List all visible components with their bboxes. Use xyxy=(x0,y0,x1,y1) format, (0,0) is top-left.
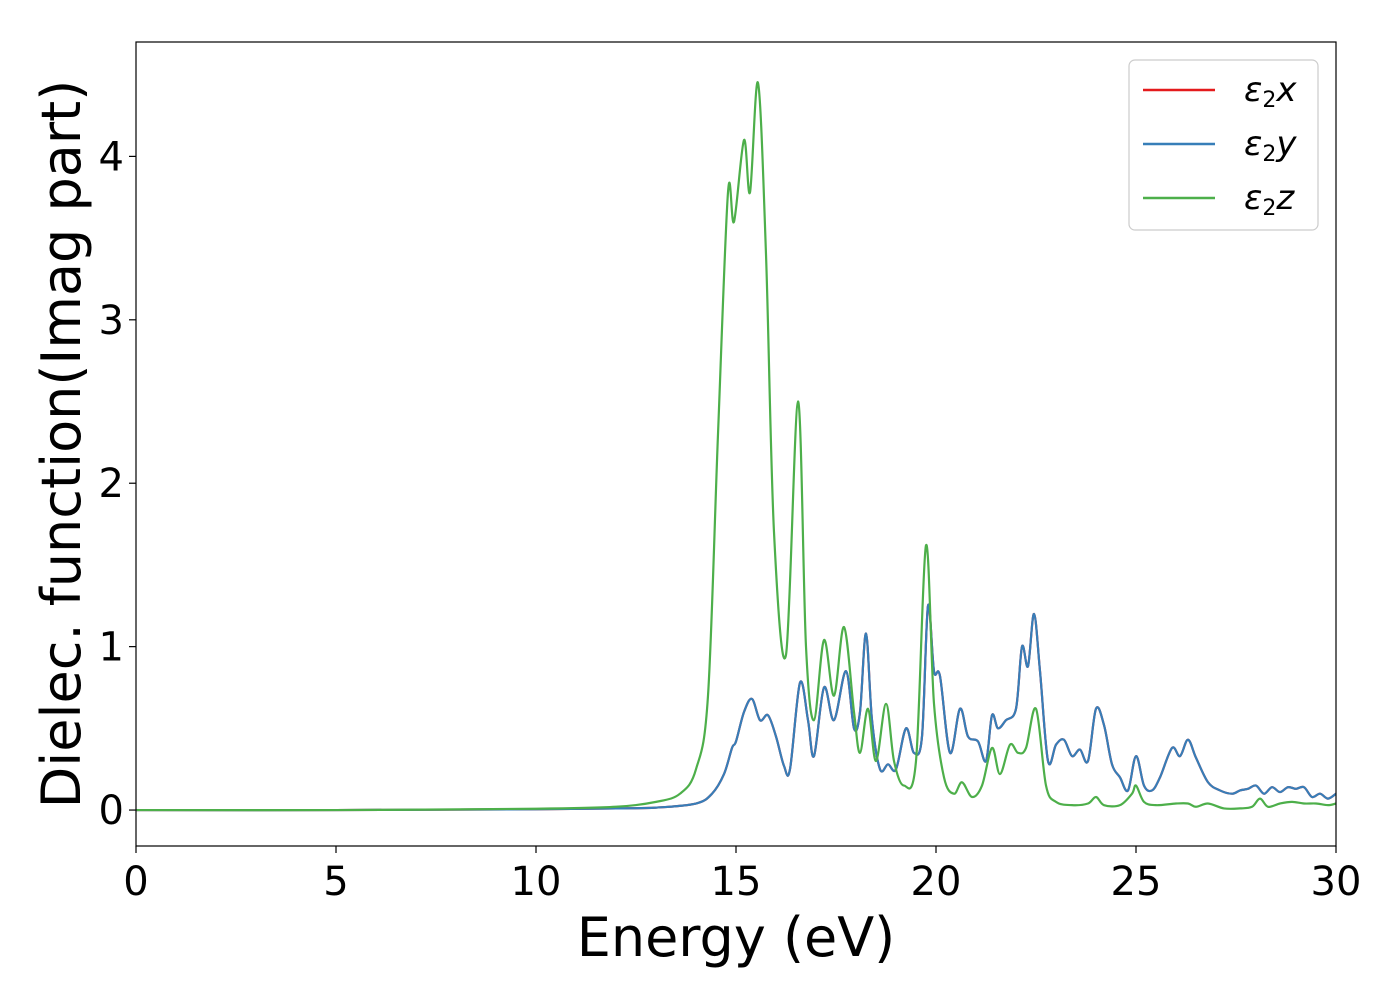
x-axis-title: Energy (eV) xyxy=(577,906,896,969)
y-tick-label: 3 xyxy=(99,298,124,344)
legend-label-z: ε2z xyxy=(1244,178,1295,221)
y-tick-label: 1 xyxy=(99,625,124,671)
x-tick-label: 15 xyxy=(711,859,762,905)
legend: ε2x ε2y ε2z xyxy=(1128,59,1319,231)
y-axis-title: Dielec. function(Imag part) xyxy=(30,80,93,809)
x-tick-label: 0 xyxy=(123,859,148,905)
legend-label-y: ε2y xyxy=(1244,124,1297,167)
x-tick-label: 30 xyxy=(1311,859,1362,905)
y-tick-label: 0 xyxy=(99,788,124,834)
x-tick-label: 5 xyxy=(323,859,348,905)
series-line-y xyxy=(135,603,1337,812)
legend-label-x: ε2x xyxy=(1244,70,1297,113)
series-line-z xyxy=(135,81,1337,812)
ticks-layer: 0 5 10 15 20 25 30 0 1 2 3 4 xyxy=(99,134,1362,905)
legend-box xyxy=(1128,59,1319,231)
x-tick-label: 10 xyxy=(511,859,562,905)
x-tick-label: 25 xyxy=(1111,859,1162,905)
y-tick-label: 2 xyxy=(99,461,124,507)
y-tick-label: 4 xyxy=(99,134,124,180)
x-tick-label: 20 xyxy=(911,859,962,905)
series-layer xyxy=(135,81,1337,812)
